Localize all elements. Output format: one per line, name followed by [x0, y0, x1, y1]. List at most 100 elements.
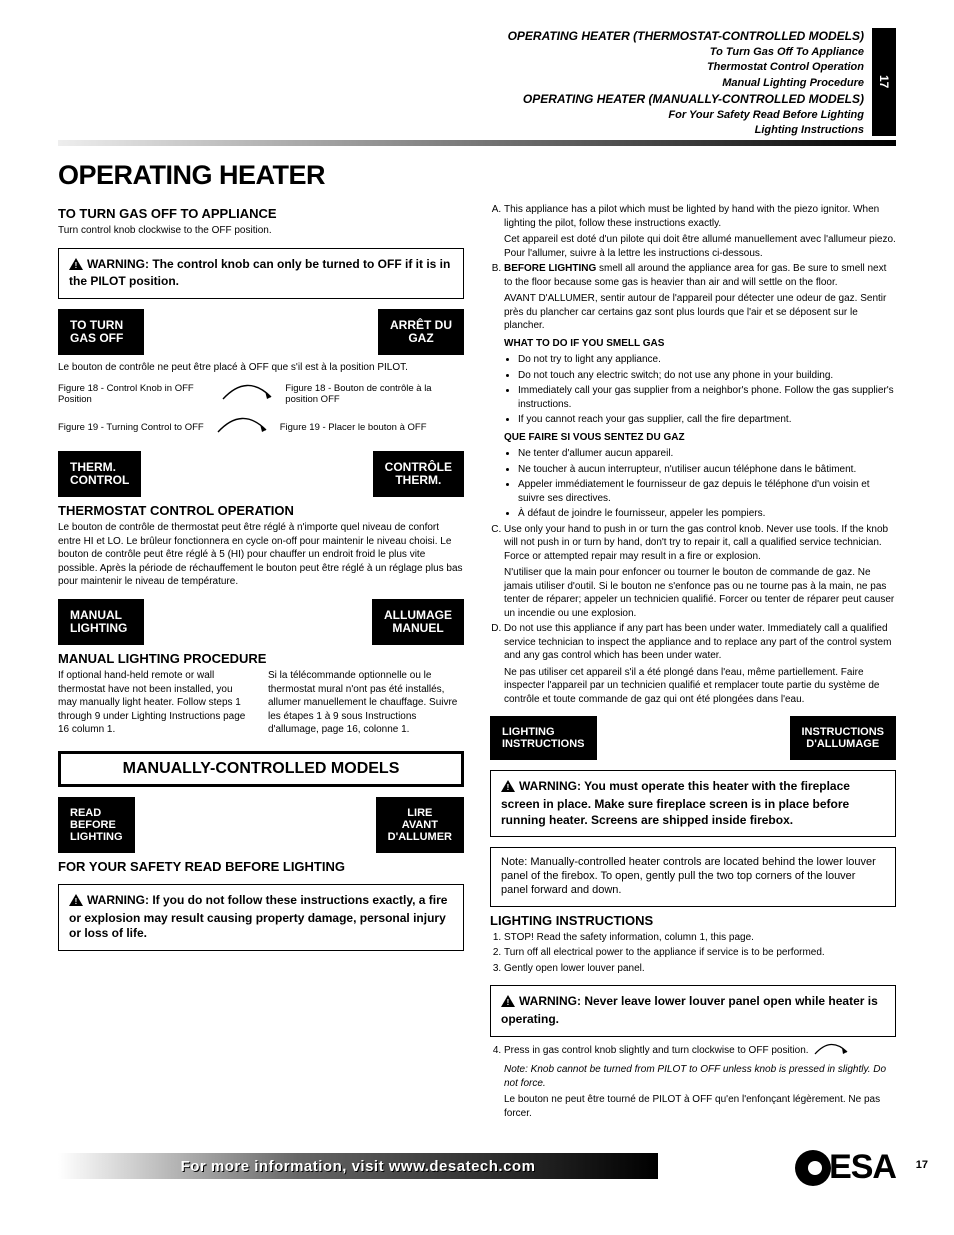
- item-b-head: BEFORE LIGHTING: [504, 263, 596, 274]
- arc-arrow-icon: [811, 1040, 851, 1061]
- page-title: OPERATING HEATER: [58, 160, 325, 191]
- what-l3: Immediately call your gas supplier from …: [518, 384, 896, 411]
- step4: Press in gas control knob slightly and t…: [504, 1040, 896, 1121]
- item-c: Use only your hand to push in or turn th…: [504, 523, 896, 621]
- what-l4: If you cannot reach your gas supplier, c…: [518, 413, 896, 427]
- step2: Turn off all electrical power to the app…: [504, 946, 896, 960]
- step4-text: Press in gas control knob slightly and t…: [504, 1045, 809, 1056]
- steps-list: STOP! Read the safety information, colum…: [490, 931, 896, 976]
- manual-heading: MANUAL LIGHTING PROCEDURE: [58, 651, 464, 666]
- knob-fr: N'utiliser que la main pour enfoncer ou …: [504, 566, 896, 620]
- warning-icon: !: [69, 258, 83, 275]
- fig19-cap: Figure 19 - Turning Control to OFF: [58, 422, 204, 433]
- manual-c1: If optional hand-held remote or wall the…: [58, 669, 254, 737]
- svg-text:!: !: [75, 261, 78, 270]
- blk-manual-l: MANUAL LIGHTING: [58, 599, 144, 645]
- right-column: This appliance has a pilot which must be…: [490, 200, 896, 1122]
- warning-box-1: ! WARNING: The control knob can only be …: [58, 248, 464, 300]
- blk-light-l: LIGHTING INSTRUCTIONS: [490, 716, 597, 760]
- logo: ESA: [795, 1148, 896, 1187]
- blk-light-r: INSTRUCTIONS D'ALLUMAGE: [790, 716, 897, 760]
- item-b: BEFORE LIGHTING smell all around the app…: [504, 262, 896, 521]
- left-column: TO TURN GAS OFF TO APPLIANCE Turn contro…: [58, 200, 464, 951]
- arc-arrow-icon: [217, 379, 277, 408]
- fig19r-cap: Figure 19 - Placer le bouton à OFF: [280, 422, 427, 433]
- whatfr-l1: Ne tenter d'allumer aucun appareil.: [518, 447, 896, 461]
- therm-body: Le bouton de contrôle de thermostat peut…: [58, 521, 464, 589]
- warning-box-2: ! WARNING: If you do not follow these in…: [58, 884, 464, 951]
- blk-therm-r: CONTRÔLE THERM.: [373, 451, 464, 497]
- arc-arrow-icon: [212, 412, 272, 441]
- blk-read-l: READ BEFORE LIGHTING: [58, 797, 135, 853]
- item-b-fr: AVANT D'ALLUMER, sentir autour de l'appa…: [504, 292, 896, 333]
- page-number: 17: [916, 1159, 928, 1171]
- item-a-fr: Cet appareil est doté d'un pilote qui do…: [504, 233, 896, 260]
- svg-text:!: !: [507, 998, 510, 1007]
- abc-list: This appliance has a pilot which must be…: [490, 203, 896, 706]
- what-list: Do not try to light any appliance. Do no…: [504, 353, 896, 427]
- gradient-rule: [58, 140, 896, 146]
- toc-l3: Thermostat Control Operation: [508, 60, 864, 75]
- what-fr-heading: QUE FAIRE SI VOUS SENTEZ DU GAZ: [504, 431, 896, 445]
- step4-fr: Le bouton ne peut être tourné de PILOT à…: [504, 1093, 896, 1120]
- toc-l4: Manual Lighting Procedure: [508, 76, 864, 91]
- whatfr-l3: Appeler immédiatement le fournisseur de …: [518, 478, 896, 505]
- svg-text:!: !: [507, 783, 510, 792]
- nouse-fr: Ne pas utiliser cet appareil s'il a été …: [504, 666, 896, 707]
- blk-turn-off-r: ARRÊT DU GAZ: [378, 309, 464, 355]
- black-row-5: LIGHTING INSTRUCTIONS INSTRUCTIONS D'ALL…: [490, 716, 896, 760]
- logo-text: ESA: [829, 1148, 896, 1187]
- fig18-row: Figure 18 - Control Knob in OFF Position…: [58, 379, 464, 408]
- steps-list-2: Press in gas control knob slightly and t…: [490, 1040, 896, 1121]
- whatfr-l2: Ne toucher à aucun interrupteur, n'utili…: [518, 463, 896, 477]
- svg-text:!: !: [75, 897, 78, 906]
- note-box: Note: Manually-controlled heater control…: [490, 847, 896, 906]
- knob-en: Use only your hand to push in or turn th…: [504, 524, 888, 562]
- lighting-instr-heading: LIGHTING INSTRUCTIONS: [490, 913, 896, 928]
- what-l1: Do not try to light any appliance.: [518, 353, 896, 367]
- step1: STOP! Read the safety information, colum…: [504, 931, 896, 945]
- logo-d-icon: [795, 1150, 831, 1186]
- toc-l5: OPERATING HEATER (MANUALLY-CONTROLLED MO…: [508, 91, 864, 108]
- warn4-text: WARNING: Never leave lower louver panel …: [501, 994, 878, 1026]
- black-row-3: MANUAL LIGHTING ALLUMAGE MANUEL: [58, 599, 464, 645]
- what-l2: Do not touch any electric switch; do not…: [518, 369, 896, 383]
- toc-l6: For Your Safety Read Before Lighting: [508, 108, 864, 123]
- footer-gradient: For more information, visit www.desatech…: [58, 1153, 658, 1179]
- toc-block: OPERATING HEATER (THERMOSTAT-CONTROLLED …: [508, 28, 864, 139]
- safety-heading: FOR YOUR SAFETY READ BEFORE LIGHTING: [58, 859, 464, 874]
- warning-icon: !: [69, 894, 83, 911]
- warning-box-3: ! WARNING: You must operate this heater …: [490, 770, 896, 837]
- warn1-text: WARNING: The control knob can only be tu…: [69, 257, 450, 289]
- therm-heading: THERMOSTAT CONTROL OPERATION: [58, 503, 464, 518]
- nouse-en: Do not use this appliance if any part ha…: [504, 623, 891, 661]
- manual-c2: Si la télécommande optionnelle ou le the…: [268, 669, 464, 737]
- turn-off-body: Turn control knob clockwise to the OFF p…: [58, 224, 464, 238]
- toc-l7: Lighting Instructions: [508, 123, 864, 138]
- row1-between: Le bouton de contrôle ne peut être placé…: [58, 361, 464, 375]
- step3: Gently open lower louver panel.: [504, 962, 896, 976]
- fig18r-cap: Figure 18 - Bouton de contrôle à la posi…: [285, 383, 464, 406]
- warning-box-4: ! WARNING: Never leave lower louver pane…: [490, 985, 896, 1037]
- item-a-en: This appliance has a pilot which must be…: [504, 204, 879, 229]
- toc-l1: OPERATING HEATER (THERMOSTAT-CONTROLLED …: [508, 28, 864, 45]
- turn-off-heading: TO TURN GAS OFF TO APPLIANCE: [58, 206, 464, 221]
- fig19-row: Figure 19 - Turning Control to OFF Figur…: [58, 412, 464, 441]
- warn3-text: WARNING: You must operate this heater wi…: [501, 779, 850, 827]
- what-fr-list: Ne tenter d'allumer aucun appareil. Ne t…: [504, 447, 896, 521]
- whatfr-l4: À défaut de joindre le fournisseur, appe…: [518, 507, 896, 521]
- blk-turn-off-l: TO TURN GAS OFF: [58, 309, 144, 355]
- black-row-4: READ BEFORE LIGHTING LIRE AVANT D'ALLUME…: [58, 797, 464, 853]
- warning-icon: !: [501, 780, 515, 797]
- warning-icon: !: [501, 995, 515, 1012]
- step4-note: Note: Knob cannot be turned from PILOT t…: [504, 1063, 896, 1090]
- note-text: Note: Manually-controlled heater control…: [501, 856, 876, 896]
- black-row-1: TO TURN GAS OFF ARRÊT DU GAZ: [58, 309, 464, 355]
- item-a: This appliance has a pilot which must be…: [504, 203, 896, 260]
- blk-manual-r: ALLUMAGE MANUEL: [372, 599, 464, 645]
- page-tab: 17: [872, 28, 896, 136]
- what-heading: WHAT TO DO IF YOU SMELL GAS: [504, 337, 896, 351]
- item-d: Do not use this appliance if any part ha…: [504, 622, 896, 706]
- warn2-text: WARNING: If you do not follow these inst…: [69, 893, 447, 941]
- black-row-2: THERM. CONTROL CONTRÔLE THERM.: [58, 451, 464, 497]
